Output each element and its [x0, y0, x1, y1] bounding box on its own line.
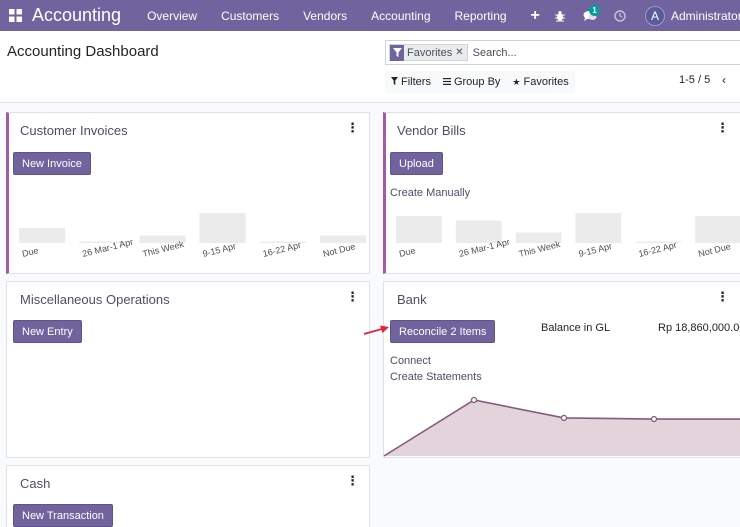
- favorites-facet[interactable]: Favorites ✕: [389, 44, 468, 61]
- graph-point[interactable]: [470, 396, 478, 404]
- top-navbar: Accounting Overview Customers Vendors Ac…: [0, 0, 740, 31]
- list-icon: [442, 77, 451, 87]
- graph-bar[interactable]: [79, 241, 126, 244]
- graph-bar[interactable]: [139, 235, 186, 244]
- pager-previous-button[interactable]: ‹: [722, 73, 726, 87]
- kebab-menu-icon[interactable]: ⋮: [716, 120, 729, 135]
- graph-bar[interactable]: [635, 241, 682, 244]
- kebab-menu-icon[interactable]: ⋮: [346, 473, 359, 488]
- systray: 1 A Administrator (c: [545, 0, 740, 31]
- menu-reporting[interactable]: Reporting: [454, 8, 507, 23]
- graph-bar[interactable]: [199, 213, 246, 243]
- graph-bar[interactable]: [455, 220, 502, 244]
- graph-bar-label: 9-15 Apr: [578, 241, 613, 259]
- menu-vendors[interactable]: Vendors: [303, 8, 348, 23]
- graph-bar[interactable]: [259, 241, 306, 244]
- graph-bar-label: 26 Mar-1 Apr: [81, 237, 134, 259]
- graph-point[interactable]: [560, 414, 568, 422]
- app-brand[interactable]: Accounting: [32, 5, 122, 25]
- graph-bar-label: 9-15 Apr: [202, 241, 237, 259]
- facet-label: Favorites: [407, 46, 453, 59]
- user-menu[interactable]: Administrator (c: [671, 8, 740, 23]
- funnel-icon: [390, 44, 404, 61]
- graph-bar-label: Not Due: [322, 241, 356, 259]
- kebab-menu-icon[interactable]: ⋮: [346, 120, 359, 135]
- graph-bar-label: Due: [21, 245, 39, 259]
- new-transaction-button[interactable]: New Transaction: [13, 504, 113, 527]
- control-panel: Accounting Dashboard Favorites ✕ Filters…: [0, 31, 740, 103]
- bug-icon[interactable]: [545, 0, 575, 31]
- card-title[interactable]: Miscellaneous Operations: [20, 292, 170, 307]
- star-icon: ★: [512, 76, 521, 87]
- pager-value[interactable]: 1-5 / 5: [679, 74, 711, 86]
- card-title[interactable]: Cash: [20, 476, 51, 491]
- apps-grid-icon[interactable]: [1, 0, 29, 31]
- chat-badge: 1: [589, 5, 600, 16]
- card-title[interactable]: Bank: [397, 292, 427, 307]
- menu-customers[interactable]: Customers: [221, 8, 280, 23]
- graph-bar[interactable]: [396, 216, 442, 243]
- kebab-menu-icon[interactable]: ⋮: [716, 289, 729, 304]
- connect-link[interactable]: Connect: [390, 355, 431, 367]
- graph-bar[interactable]: [319, 235, 366, 244]
- favorites-button[interactable]: ★ Favorites: [506, 71, 574, 93]
- search-box[interactable]: Favorites ✕: [385, 40, 740, 65]
- add-menu-button[interactable]: +: [530, 6, 540, 24]
- graph-area: [384, 400, 740, 456]
- filters-button[interactable]: Filters: [385, 71, 437, 93]
- groupby-button[interactable]: Group By: [437, 71, 506, 93]
- search-options: Filters Group By ★ Favorites: [385, 71, 575, 93]
- close-icon[interactable]: ✕: [455, 47, 464, 58]
- graph-point[interactable]: [650, 415, 658, 423]
- annotation-arrow-icon: [362, 323, 390, 342]
- create-statements-link[interactable]: Create Statements: [390, 371, 482, 383]
- vendor-bills-card: Vendor Bills ⋮ Upload Create Manually Du…: [383, 112, 740, 274]
- graph-bar-label: Not Due: [697, 241, 731, 259]
- kebab-menu-icon[interactable]: ⋮: [346, 289, 359, 304]
- balance-label: Balance in GL: [541, 322, 611, 334]
- new-invoice-button[interactable]: New Invoice: [13, 152, 91, 175]
- customer-invoices-card: Customer Invoices ⋮ New Invoice Due 26 Ma…: [6, 112, 370, 274]
- clock-icon[interactable]: [605, 0, 635, 31]
- graph-bar[interactable]: [575, 213, 622, 243]
- cash-card: Cash ⋮ New Transaction: [6, 465, 370, 527]
- groupby-label: Group By: [453, 76, 501, 88]
- graph-bar[interactable]: [695, 216, 740, 243]
- graph-bar[interactable]: [515, 232, 562, 244]
- reconcile-button[interactable]: Reconcile 2 Items: [390, 320, 496, 343]
- card-title[interactable]: Vendor Bills: [397, 123, 466, 138]
- funnel-icon: [391, 77, 398, 87]
- invoices-bar-graph[interactable]: Due 26 Mar-1 Apr This Week 9-15 Apr 16-22 Ap…: [9, 211, 370, 273]
- graph-bar-label: Due: [398, 245, 416, 259]
- upload-button[interactable]: Upload: [390, 152, 443, 175]
- new-entry-button[interactable]: New Entry: [13, 320, 82, 343]
- chat-icon[interactable]: 1: [575, 0, 605, 31]
- balance-value: Rp 18,860,000.00: [658, 322, 740, 334]
- favorites-label: Favorites: [523, 76, 569, 88]
- bank-card: Bank ⋮ Reconcile 2 Items Balance in GL R…: [383, 281, 740, 458]
- create-manually-link[interactable]: Create Manually: [390, 187, 471, 199]
- page-title: Accounting Dashboard: [7, 43, 159, 60]
- search-input[interactable]: [472, 46, 673, 59]
- graph-bar[interactable]: [19, 228, 66, 243]
- card-title[interactable]: Customer Invoices: [20, 123, 128, 138]
- avatar[interactable]: A: [645, 5, 665, 26]
- bills-bar-graph[interactable]: Due 26 Mar-1 Apr This Week 9-15 Apr 16-22 Ap…: [386, 211, 740, 273]
- bank-line-graph[interactable]: [383, 392, 740, 458]
- menu-overview[interactable]: Overview: [147, 8, 198, 23]
- menu-accounting[interactable]: Accounting: [371, 8, 431, 23]
- misc-operations-card: Miscellaneous Operations ⋮ New Entry: [6, 281, 370, 458]
- filters-label: Filters: [401, 76, 431, 88]
